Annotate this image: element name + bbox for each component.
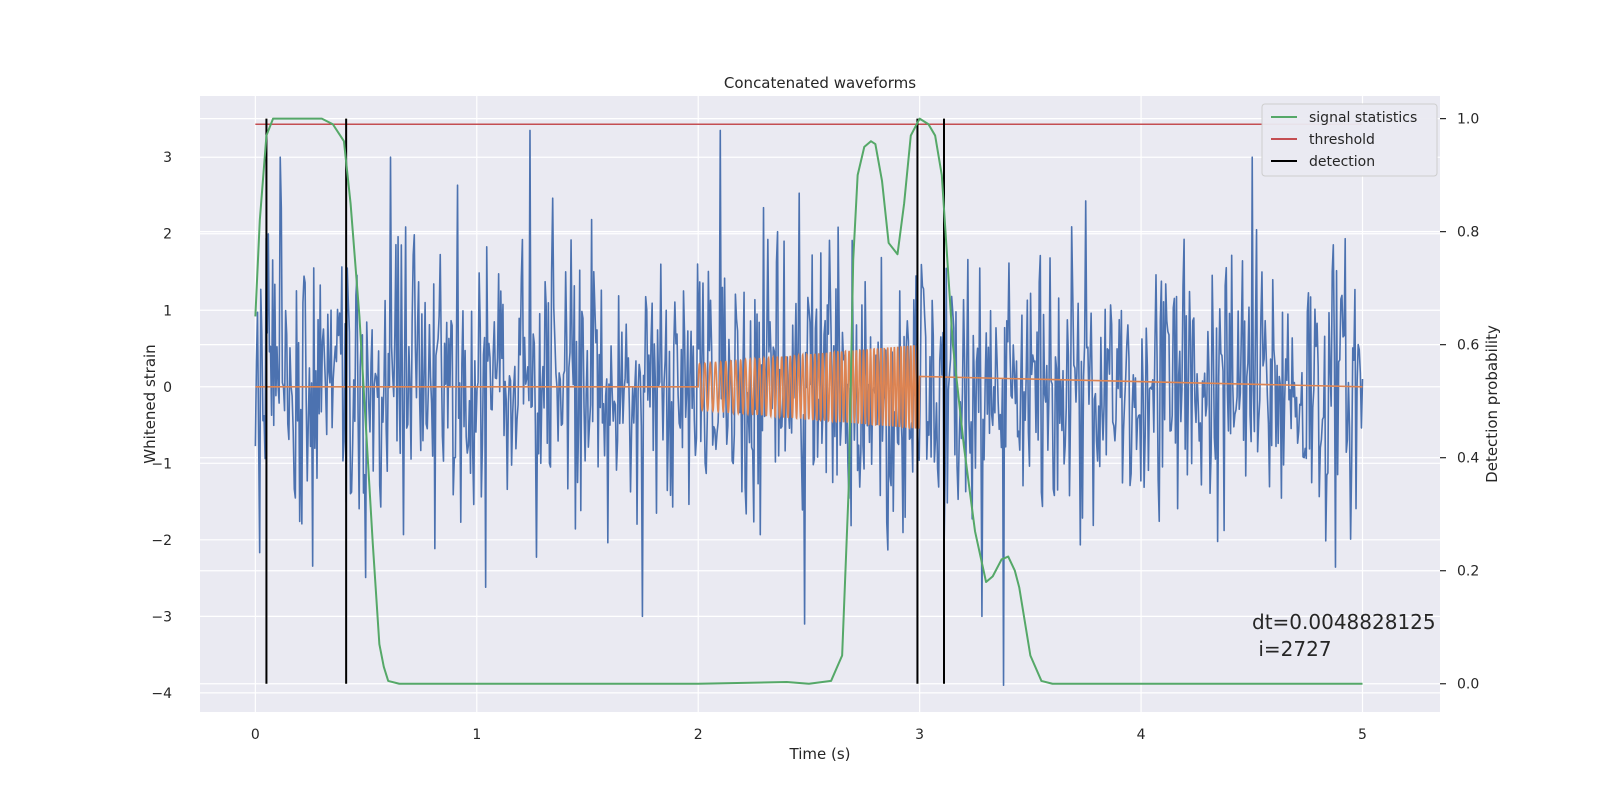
chart-title: Concatenated waveforms bbox=[724, 74, 916, 92]
x-tick-label: 0 bbox=[251, 727, 260, 743]
y-tick-label: 1 bbox=[163, 303, 172, 319]
y-tick-label: −2 bbox=[151, 533, 172, 549]
y2-tick-label: 0.4 bbox=[1457, 451, 1479, 467]
y-axis-label: Whitened strain bbox=[141, 344, 159, 463]
x-tick-label: 3 bbox=[915, 727, 924, 743]
y2-tick-label: 0.8 bbox=[1457, 225, 1479, 241]
x-tick-label: 5 bbox=[1358, 727, 1367, 743]
y2-tick-label: 1.0 bbox=[1457, 112, 1479, 128]
legend-label-signal-statistics: signal statistics bbox=[1309, 110, 1417, 126]
y-tick-label: −3 bbox=[151, 609, 172, 625]
signal-statistics-line bbox=[254, 117, 1363, 685]
annotation-dt: dt=0.0048828125 bbox=[1252, 610, 1436, 634]
x-tick-label: 2 bbox=[694, 727, 703, 743]
x-tick-label: 1 bbox=[472, 727, 481, 743]
x-axis-label: Time (s) bbox=[789, 745, 851, 763]
legend: signal statistics threshold detection bbox=[1261, 103, 1438, 177]
y2-tick-label: 0.6 bbox=[1457, 338, 1479, 354]
y2-tick-label: 0.2 bbox=[1457, 564, 1479, 580]
y2-axis-label: Detection probability bbox=[1483, 325, 1501, 483]
x-tick-label: 4 bbox=[1137, 727, 1146, 743]
y-tick-label: −1 bbox=[151, 456, 172, 472]
y2-tick-label: 0.0 bbox=[1457, 677, 1479, 693]
y-tick-label: −4 bbox=[151, 686, 172, 702]
legend-box bbox=[1261, 103, 1438, 177]
annotation-i: i=2727 bbox=[1252, 637, 1332, 661]
plot-area bbox=[254, 117, 1364, 687]
legend-label-threshold: threshold bbox=[1309, 132, 1375, 148]
chirp-line bbox=[255, 344, 1363, 430]
y-axis-ticks: −4 −3 −2 −1 0 1 2 3 bbox=[151, 150, 172, 702]
legend-label-detection: detection bbox=[1309, 154, 1375, 170]
x-axis-ticks: 0 1 2 3 4 5 bbox=[251, 727, 1367, 743]
y2-axis-ticks: 0.0 0.2 0.4 0.6 0.8 1.0 bbox=[1440, 112, 1479, 693]
y-tick-label: 2 bbox=[163, 227, 172, 243]
y-tick-label: 3 bbox=[163, 150, 172, 166]
strain-line bbox=[254, 129, 1364, 687]
y-tick-label: 0 bbox=[163, 380, 172, 396]
